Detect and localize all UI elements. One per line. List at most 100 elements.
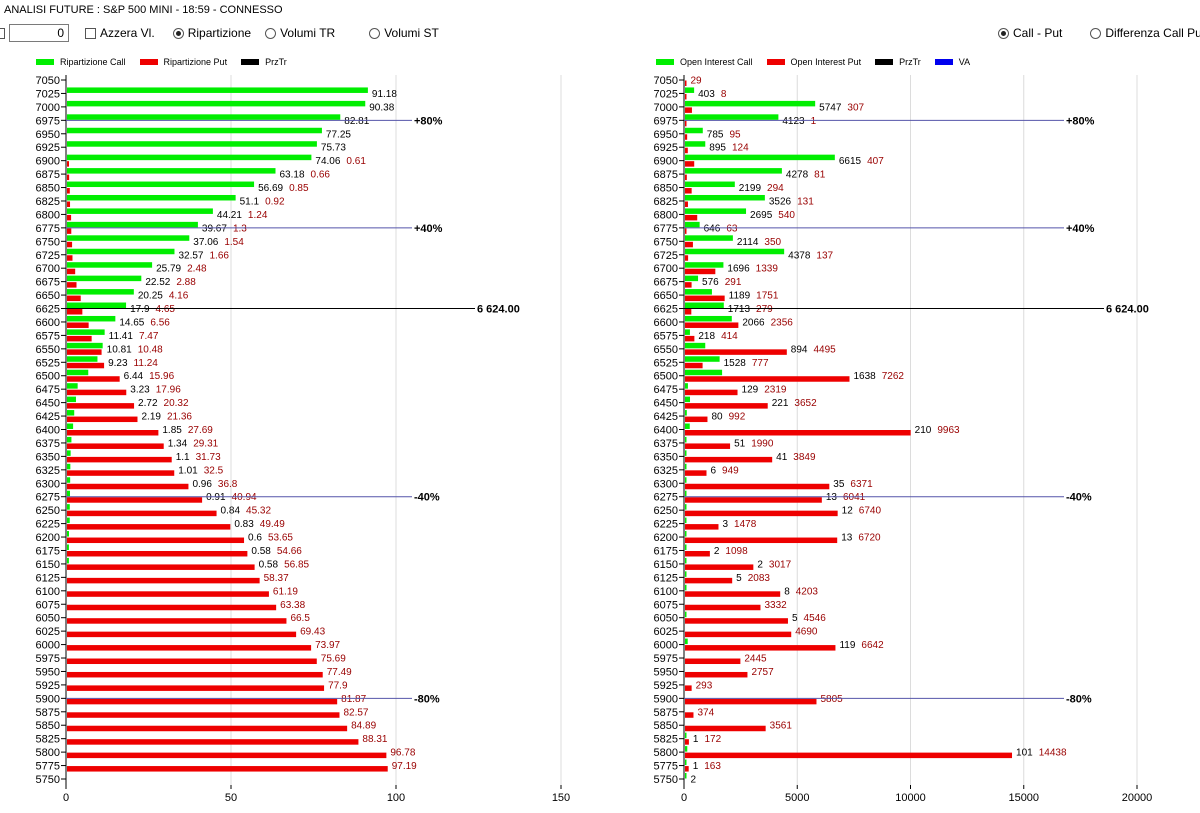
right-data-label-put: 2757 bbox=[751, 667, 774, 678]
right-bar-call bbox=[685, 194, 765, 201]
right-x-tick-label: 10000 bbox=[895, 792, 926, 804]
right-data-label-put: 407 bbox=[867, 156, 884, 167]
left-y-tick-label: 5975 bbox=[36, 653, 60, 665]
left-bar-call bbox=[67, 517, 70, 524]
left-bar-call bbox=[67, 436, 72, 443]
azzera-checkbox[interactable] bbox=[85, 27, 96, 39]
left-y-tick-label: 6625 bbox=[36, 304, 60, 316]
right-level-label: +40% bbox=[1066, 223, 1095, 235]
legend-label: PrzTr bbox=[899, 57, 921, 67]
left-data-label-put: 21.36 bbox=[167, 412, 192, 423]
radio-volumi-st[interactable] bbox=[369, 27, 381, 39]
right-data-label-call: 894 bbox=[791, 344, 808, 355]
right-y-tick-label: 6475 bbox=[654, 384, 678, 396]
left-bar-call bbox=[67, 208, 213, 214]
left-bar-put bbox=[67, 241, 73, 248]
right-y-tick-label: 6575 bbox=[654, 330, 678, 342]
right-data-label-call: 1189 bbox=[729, 291, 751, 302]
right-bar-call bbox=[685, 517, 687, 524]
right-y-tick-label: 6100 bbox=[654, 586, 678, 598]
right-bar-call bbox=[685, 410, 687, 416]
right-bar-call bbox=[685, 436, 687, 443]
left-y-tick-label: 6950 bbox=[36, 129, 60, 141]
right-data-label-put: 2319 bbox=[764, 385, 787, 396]
right-data-label-call: 51 bbox=[734, 438, 746, 449]
right-bar-call bbox=[685, 490, 687, 497]
right-data-label-call: 119 bbox=[839, 640, 855, 651]
right-bar-put bbox=[685, 550, 710, 557]
left-bar-call bbox=[67, 396, 76, 403]
left-bar-put bbox=[67, 443, 164, 449]
right-data-label-put: 1 bbox=[811, 116, 817, 127]
legend-label: Open Interest Put bbox=[790, 57, 862, 67]
left-y-tick-label: 6825 bbox=[36, 196, 60, 208]
right-bar-put bbox=[685, 188, 692, 194]
left-bar-call bbox=[67, 235, 190, 241]
right-data-label-put: 63 bbox=[726, 223, 738, 234]
right-bar-call bbox=[685, 315, 732, 322]
right-bar-call bbox=[685, 383, 688, 389]
left-bar-put bbox=[67, 497, 203, 503]
legend-item-przTr: PrzTr bbox=[875, 57, 921, 67]
right-data-label-put: 8 bbox=[721, 89, 727, 100]
right-bar-put bbox=[685, 322, 739, 328]
right-data-label-put: 540 bbox=[778, 210, 795, 221]
right-y-tick-label: 5750 bbox=[654, 774, 678, 786]
left-bar-put bbox=[67, 766, 388, 772]
left-data-label-put: 73.97 bbox=[315, 640, 340, 651]
right-y-tick-label: 6275 bbox=[654, 492, 678, 504]
right-bar-put bbox=[685, 201, 688, 207]
right-data-label-put: 6041 bbox=[843, 492, 866, 503]
checkbox-unnamed[interactable] bbox=[0, 27, 5, 39]
legend-item-put: Ripartizione Put bbox=[139, 57, 227, 67]
left-data-label-call: 0.84 bbox=[221, 506, 241, 517]
left-data-label-put: 1.24 bbox=[248, 210, 268, 221]
left-data-label-call: 74.06 bbox=[315, 156, 340, 167]
right-data-label-call: 1696 bbox=[727, 264, 750, 275]
right-data-label-put: 3652 bbox=[794, 398, 817, 409]
left-y-tick-label: 5825 bbox=[36, 734, 60, 746]
radio-ripartizione[interactable] bbox=[172, 27, 184, 39]
right-bar-call bbox=[685, 396, 691, 403]
left-bar-put bbox=[67, 698, 338, 705]
number-input[interactable]: 0 bbox=[9, 24, 69, 42]
left-y-tick-label: 6700 bbox=[36, 263, 60, 275]
right-data-label-put: 350 bbox=[764, 237, 781, 248]
right-data-label-call: 4278 bbox=[786, 170, 809, 181]
left-data-label-put: 10.48 bbox=[138, 344, 163, 355]
right-bar-put bbox=[685, 524, 719, 530]
right-data-label-put: 5805 bbox=[820, 694, 843, 705]
left-bar-put bbox=[67, 282, 77, 288]
right-data-label-put: 307 bbox=[847, 102, 864, 113]
left-bar-put bbox=[67, 362, 105, 369]
right-data-label-put: 6642 bbox=[861, 640, 884, 651]
left-y-tick-label: 6650 bbox=[36, 290, 60, 302]
right-y-tick-label: 6900 bbox=[654, 156, 678, 168]
radio-call-put[interactable] bbox=[998, 27, 1009, 39]
left-data-label-put: 54.66 bbox=[277, 546, 302, 557]
left-bar-put bbox=[67, 201, 71, 207]
radio-volumi-tr[interactable] bbox=[265, 27, 277, 39]
legend-swatch-przTr bbox=[875, 59, 894, 65]
left-bar-call bbox=[67, 141, 317, 147]
left-x-tick-label: 50 bbox=[225, 792, 237, 804]
right-y-tick-label: 6150 bbox=[654, 559, 678, 571]
left-y-tick-label: 7050 bbox=[36, 75, 60, 87]
right-bar-call bbox=[685, 114, 779, 120]
left-data-label-put: 32.5 bbox=[204, 465, 224, 476]
left-y-tick-label: 6325 bbox=[36, 465, 60, 477]
legend-swatch-put bbox=[139, 59, 158, 65]
left-data-label-put: 1.54 bbox=[224, 237, 244, 248]
left-data-label-put: 20.32 bbox=[164, 398, 189, 409]
radio-differenza[interactable] bbox=[1090, 27, 1102, 39]
left-data-label-call: 25.79 bbox=[156, 264, 181, 275]
legend-label: PrzTr bbox=[265, 57, 287, 67]
left-data-label-call: 10.81 bbox=[107, 344, 132, 355]
right-bar-put bbox=[685, 403, 768, 409]
left-data-label-call: 39.67 bbox=[202, 223, 227, 234]
left-bar-call bbox=[67, 504, 70, 510]
left-data-label-call: 56.69 bbox=[258, 183, 283, 194]
left-y-tick-label: 6725 bbox=[36, 250, 60, 262]
left-bar-call bbox=[67, 410, 75, 416]
right-bar-put bbox=[685, 766, 689, 772]
